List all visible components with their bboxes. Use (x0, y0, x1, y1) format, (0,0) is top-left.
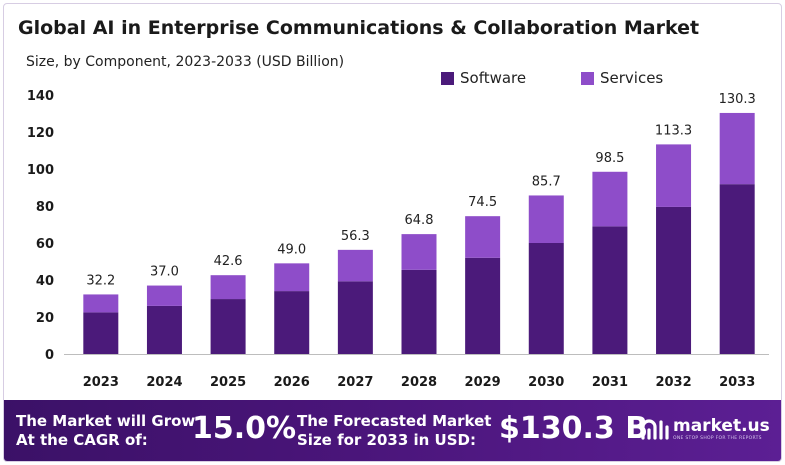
data-label-total: 113.3 (655, 123, 692, 138)
cagr-value: 15.0% (192, 411, 297, 446)
bar-services-2026 (274, 263, 310, 292)
bar-services-2033 (719, 112, 755, 185)
bar-software-2026 (274, 291, 310, 354)
data-label-total: 64.8 (405, 213, 434, 228)
data-label-total: 74.5 (468, 195, 497, 210)
data-label-total: 37.0 (150, 265, 179, 280)
bar-services-2023 (83, 294, 119, 313)
x-tick-label: 2027 (337, 375, 373, 390)
bar-software-2033 (719, 184, 755, 354)
chart-title: Global AI in Enterprise Communications &… (18, 17, 700, 39)
data-label-total: 49.0 (277, 242, 306, 257)
legend-swatch-services (581, 71, 594, 85)
chart-card: Global AI in Enterprise Communications &… (3, 3, 782, 462)
bar-services-2027 (337, 249, 373, 282)
cagr-label: The Market will Grow At the CAGR of: (16, 412, 196, 449)
x-tick-label: 2024 (146, 375, 182, 390)
data-label-total: 56.3 (341, 229, 370, 244)
data-label-total: 98.5 (595, 151, 624, 166)
legend-label-services: Services (600, 69, 664, 87)
legend-item-software: Software (441, 69, 526, 87)
y-tick-label: 100 (27, 163, 54, 178)
bar-services-2032 (656, 144, 692, 207)
data-label-total: 130.3 (719, 92, 756, 107)
market-us-logo-icon (641, 419, 669, 440)
brand-name: market.us (673, 416, 770, 436)
bar-services-2031 (592, 171, 628, 227)
bar-services-2025 (210, 275, 246, 300)
x-tick-label: 2023 (83, 375, 119, 390)
legend-item-services: Services (581, 69, 663, 87)
legend-label-software: Software (460, 69, 527, 87)
x-tick-label: 2032 (655, 375, 691, 390)
brand-tagline: ONE STOP SHOP FOR THE REPORTS (673, 436, 762, 441)
y-tick-label: 60 (36, 237, 54, 252)
x-tick-label: 2033 (719, 375, 755, 390)
bar-software-2029 (465, 257, 501, 354)
y-tick-label: 140 (27, 89, 54, 104)
bar-software-2023 (83, 312, 119, 354)
bar-software-2031 (592, 226, 628, 354)
x-tick-label: 2031 (592, 375, 628, 390)
y-tick-label: 120 (27, 126, 54, 141)
bar-services-2029 (465, 216, 501, 258)
bar-software-2027 (337, 281, 373, 354)
bar-chart: 0 20 40 60 80 100 120 140 32.2 2023 37.0 2024 42.6 20… (27, 89, 769, 390)
bar-software-2028 (401, 269, 437, 354)
bar-software-2030 (528, 243, 564, 354)
x-tick-label: 2029 (465, 375, 501, 390)
y-tick-label: 40 (36, 274, 54, 289)
forecast-value: $130.3 B (499, 411, 649, 446)
x-tick-label: 2026 (274, 375, 310, 390)
bar-software-2024 (146, 305, 182, 354)
bar-services-2024 (146, 285, 182, 306)
chart-subtitle: Size, by Component, 2023-2033 (USD Billi… (26, 54, 345, 70)
legend-swatch-software (441, 71, 454, 85)
bar-services-2030 (528, 195, 564, 243)
x-tick-label: 2030 (528, 375, 564, 390)
bar-software-2025 (210, 299, 246, 354)
data-label-total: 32.2 (86, 273, 115, 288)
x-tick-label: 2028 (401, 375, 437, 390)
y-tick-label: 20 (36, 311, 54, 326)
data-label-total: 42.6 (214, 254, 243, 269)
summary-banner: The Market will Grow At the CAGR of: 15.… (4, 400, 781, 461)
data-label-total: 85.7 (532, 174, 561, 189)
bar-services-2028 (401, 234, 437, 270)
y-tick-label: 0 (45, 348, 54, 363)
y-tick-label: 80 (36, 200, 54, 215)
x-tick-label: 2025 (210, 375, 246, 390)
forecast-label: The Forecasted Market Size for 2033 in U… (297, 412, 492, 449)
bar-software-2032 (656, 206, 692, 354)
